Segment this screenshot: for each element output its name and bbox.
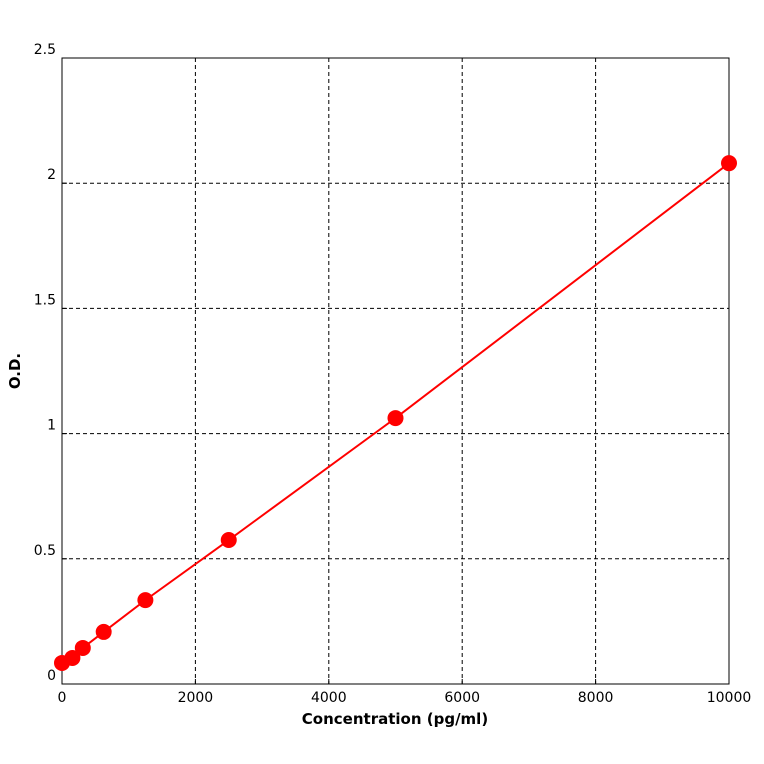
- y-tick-label: 2.5: [34, 42, 56, 58]
- data-point: [387, 410, 404, 427]
- data-point: [74, 639, 91, 656]
- data-point: [137, 592, 154, 609]
- plot-frame: [61, 57, 730, 685]
- x-tick-label: 10000: [707, 690, 752, 706]
- x-tick-label: 8000: [578, 690, 614, 706]
- data-point: [95, 623, 112, 640]
- y-tick-label: 0.5: [34, 543, 56, 559]
- y-tick-label: 2: [47, 167, 56, 183]
- x-axis-title: Concentration (pg/ml): [302, 710, 488, 728]
- x-tick-label: 0: [58, 690, 67, 706]
- data-point: [220, 532, 237, 549]
- x-tick-label: 2000: [178, 690, 214, 706]
- x-tick-label: 6000: [444, 690, 480, 706]
- x-tick-label: 4000: [311, 690, 347, 706]
- y-tick-label: 1: [47, 418, 56, 434]
- y-axis-title: O.D.: [6, 353, 24, 389]
- y-tick-label: 1.5: [34, 292, 56, 308]
- y-tick-label: 0: [47, 668, 56, 684]
- data-point: [721, 155, 737, 172]
- data-point: [64, 649, 81, 666]
